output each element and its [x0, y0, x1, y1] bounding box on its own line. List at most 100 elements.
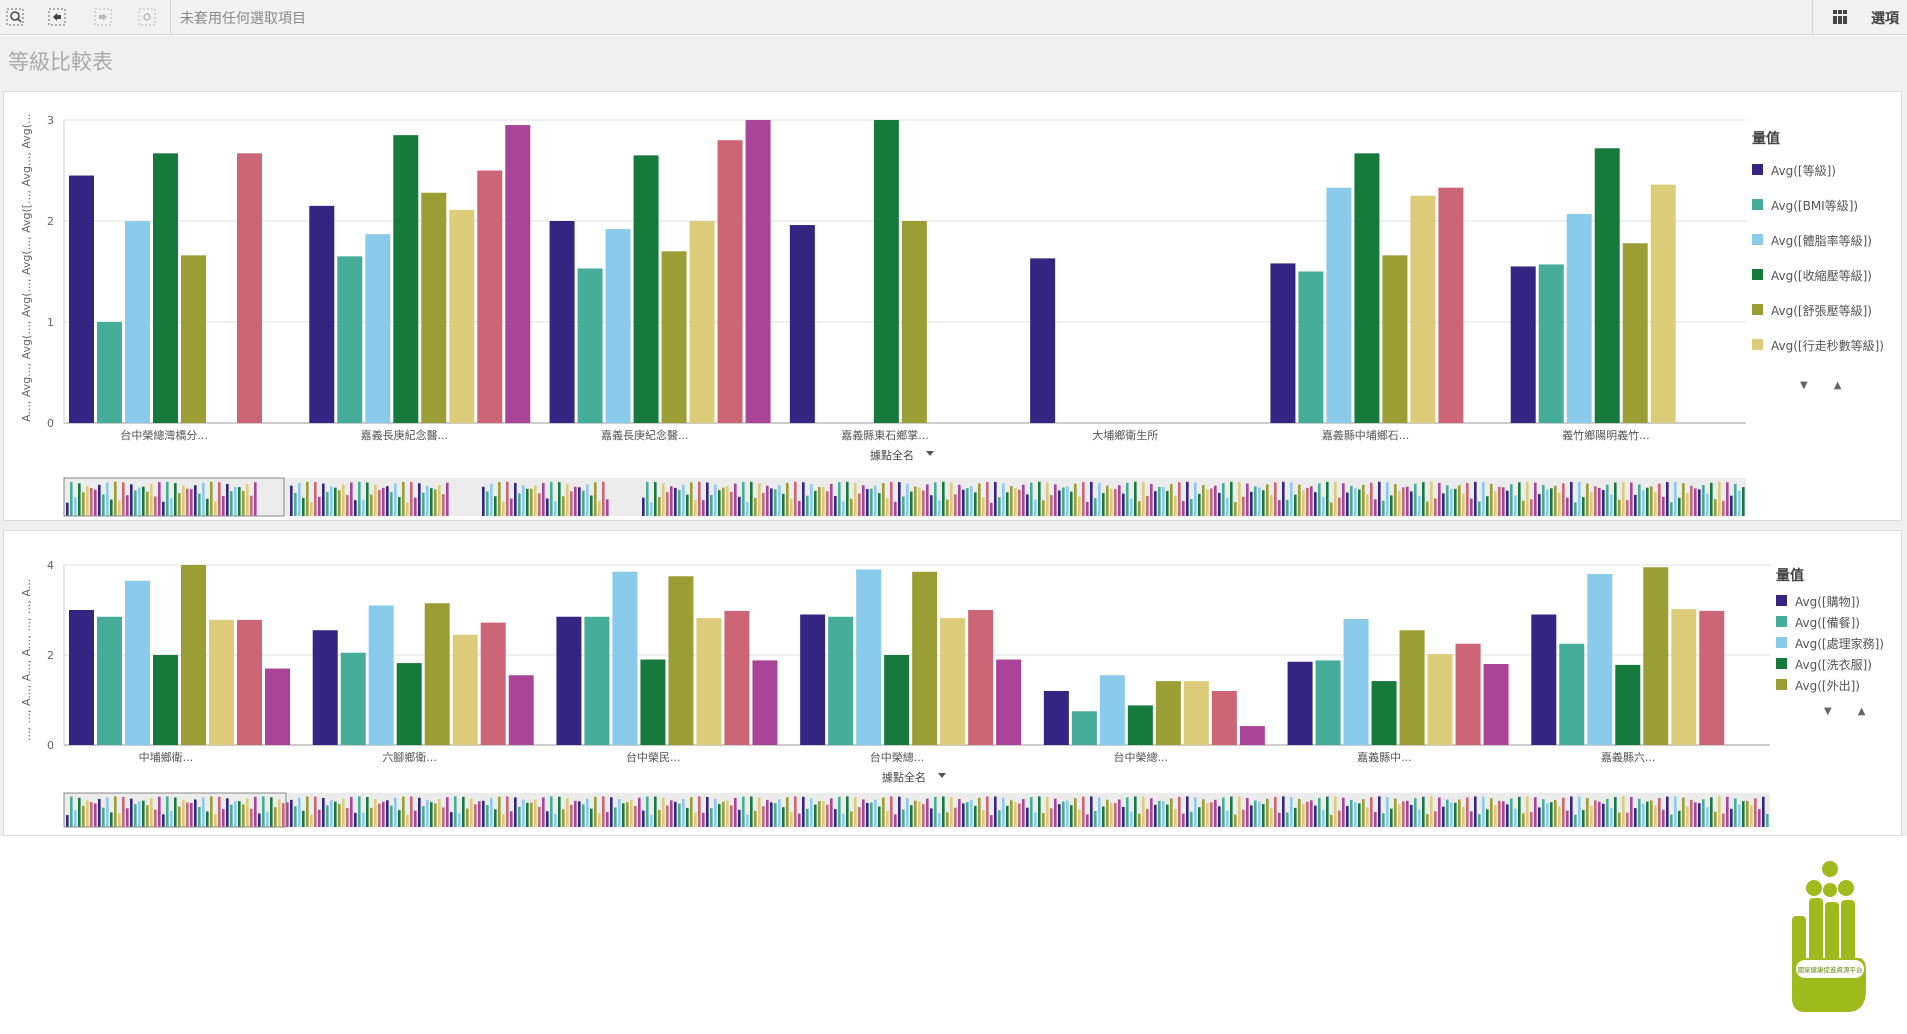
bar[interactable] [696, 618, 722, 745]
bar[interactable] [968, 610, 994, 745]
bar[interactable] [661, 251, 687, 423]
bar[interactable] [396, 663, 422, 745]
bar-chart[interactable]: 0 1 2 3 台中榮總灣橋分... 嘉義長庚紀念醫... 嘉義長庚紀念醫... 嘉義縣東石鄉… [4, 92, 1903, 522]
bar[interactable] [717, 140, 743, 423]
x-tick-label[interactable]: 嘉義縣東石鄉掌... [841, 428, 929, 442]
bar[interactable] [1298, 271, 1324, 424]
options-button[interactable]: 選項 [1871, 11, 1899, 27]
bar[interactable] [689, 221, 715, 423]
bar[interactable] [800, 614, 826, 746]
x-tick-label[interactable]: 中埔鄉衛... [139, 751, 194, 764]
x-tick-label[interactable]: 台中榮總灣橋分... [120, 428, 208, 442]
bar[interactable] [1071, 711, 1097, 745]
bar[interactable] [1211, 691, 1237, 745]
x-tick-label[interactable]: 嘉義縣六... [1601, 750, 1656, 764]
bar[interactable] [237, 619, 262, 745]
legend-down-arrow-icon[interactable]: ▼ [1800, 380, 1834, 391]
legend-down-arrow-icon[interactable]: ▼ [1824, 706, 1858, 717]
chart-panel-activity-comparison[interactable]: ..., ..., A..., A..., A..., ..., ..., A.… [3, 530, 1902, 836]
bar[interactable] [584, 616, 610, 745]
legend-item[interactable]: Avg([洗衣服]) [1776, 656, 1891, 677]
bar[interactable] [69, 175, 94, 423]
bar[interactable] [1594, 148, 1620, 423]
bar[interactable] [421, 192, 447, 423]
bar[interactable] [1099, 675, 1125, 745]
bar[interactable] [856, 569, 882, 746]
bar[interactable] [393, 135, 419, 423]
bar[interactable] [424, 603, 450, 745]
x-tick-label[interactable]: 嘉義長庚紀念醫... [361, 428, 449, 442]
legend-scroll-arrows[interactable]: ▼▲ [1776, 706, 1891, 717]
bar[interactable] [1671, 609, 1697, 745]
bar[interactable] [1399, 630, 1425, 745]
legend-up-arrow-icon[interactable]: ▲ [1833, 380, 1868, 391]
selections-back-icon[interactable] [46, 6, 70, 28]
bar[interactable] [368, 605, 394, 746]
legend-item[interactable]: Avg([舒張壓等級]) [1752, 302, 1884, 337]
bar[interactable] [309, 205, 335, 423]
bar[interactable] [209, 619, 234, 745]
x-tick-label[interactable]: 嘉義長庚紀念醫... [601, 428, 689, 442]
legend-item[interactable]: Avg([BMI等級]) [1752, 197, 1884, 232]
bar[interactable] [724, 610, 750, 745]
bar[interactable] [1438, 187, 1464, 423]
bar[interactable] [125, 221, 150, 423]
bar[interactable] [1287, 661, 1313, 745]
legend-item[interactable]: Avg([外出]) [1776, 677, 1891, 698]
bar[interactable] [828, 616, 854, 745]
x-tick-label[interactable]: 六腳鄉衛... [382, 751, 437, 764]
bar[interactable] [1382, 255, 1408, 423]
bar[interactable] [1615, 664, 1641, 745]
clear-selections-icon[interactable] [136, 6, 160, 28]
bar[interactable] [1643, 567, 1669, 745]
x-tick-label[interactable]: 台中榮總... [870, 750, 925, 764]
bar[interactable] [153, 655, 178, 745]
bar[interactable] [312, 630, 338, 745]
bar[interactable] [1354, 153, 1380, 423]
bar[interactable] [337, 256, 363, 423]
bar[interactable] [1183, 681, 1209, 745]
bar[interactable] [1650, 184, 1676, 423]
bar[interactable] [912, 571, 938, 745]
bar[interactable] [549, 221, 575, 423]
bar[interactable] [1326, 187, 1352, 423]
x-tick-label[interactable]: 義竹鄉陽明義竹... [1562, 428, 1650, 442]
bar[interactable] [577, 268, 603, 423]
bar[interactable] [668, 576, 694, 745]
legend-item[interactable]: Avg([體脂率等級]) [1752, 232, 1884, 267]
bar[interactable] [97, 322, 122, 423]
bar[interactable] [505, 125, 531, 424]
x-tick-label[interactable]: 台中榮總... [1113, 750, 1168, 764]
x-tick-label[interactable]: 大埔鄉衛生所 [1092, 428, 1158, 442]
bar[interactable] [556, 616, 582, 745]
bar[interactable] [745, 120, 771, 423]
bar[interactable] [1239, 726, 1265, 745]
bar[interactable] [1566, 213, 1592, 423]
bar[interactable] [265, 668, 290, 746]
x-tick-label[interactable]: 台中榮民... [626, 750, 681, 764]
bar[interactable] [1043, 691, 1069, 745]
bar[interactable] [97, 616, 122, 745]
bar[interactable] [1587, 574, 1613, 745]
bar[interactable] [477, 170, 503, 424]
bar[interactable] [1371, 681, 1397, 745]
legend-item[interactable]: Avg([等級]) [1752, 162, 1884, 197]
x-tick-label[interactable]: 嘉義縣中埔鄉石... [1322, 428, 1410, 442]
bar[interactable] [1315, 660, 1341, 745]
bar-chart[interactable]: 0 2 4 中埔鄉衛... 六腳鄉衛... 台中榮民... 台中榮總... 台中榮總... 嘉義… [4, 531, 1903, 837]
bar[interactable] [452, 634, 478, 745]
bar[interactable] [752, 660, 778, 745]
bar[interactable] [1622, 243, 1648, 423]
x-axis-title[interactable]: 據點全名 [882, 770, 926, 784]
bar[interactable] [449, 209, 475, 423]
legend-up-arrow-icon[interactable]: ▲ [1857, 706, 1892, 717]
bar[interactable] [1699, 610, 1725, 745]
bar[interactable] [901, 221, 927, 423]
bar[interactable] [1410, 195, 1436, 423]
bar[interactable] [789, 225, 815, 423]
legend-scroll-arrows[interactable]: ▼▲ [1752, 380, 1884, 391]
x-axis-title[interactable]: 據點全名 [870, 448, 914, 462]
bar[interactable] [1127, 705, 1153, 745]
minichart-thumb[interactable] [63, 792, 287, 828]
selections-forward-icon[interactable] [92, 6, 116, 28]
